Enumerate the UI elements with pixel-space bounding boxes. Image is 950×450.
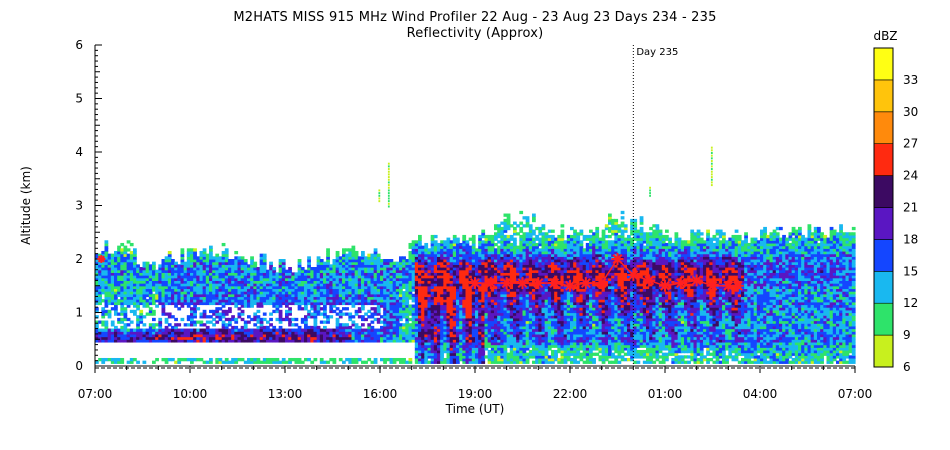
colorbar-tick-label: 12 <box>903 296 918 310</box>
x-tick-label: 10:00 <box>173 387 208 401</box>
chart-subtitle: Reflectivity (Approx) <box>406 26 544 41</box>
colorbar-tick-label: 21 <box>903 201 918 215</box>
x-tick-label: 13:00 <box>268 387 303 401</box>
reflectivity-heatmap <box>95 146 856 364</box>
y-axis-title: Altitude (km) <box>19 166 33 245</box>
marker-point <box>532 277 545 290</box>
colorbar-tick-label: 6 <box>903 360 911 374</box>
colorbar-swatch <box>873 47 894 81</box>
marker-point <box>706 279 719 292</box>
marker-point <box>674 277 687 290</box>
marker-point <box>516 277 529 290</box>
marker-point <box>627 269 640 282</box>
marker-point <box>659 279 671 292</box>
marker-point <box>611 253 624 265</box>
y-tick-label: 1 <box>75 306 83 320</box>
y-tick-label: 6 <box>75 38 83 52</box>
y-tick-label: 4 <box>75 145 83 159</box>
colorbar-swatch <box>873 79 894 113</box>
marker-point <box>690 274 703 287</box>
x-tick-label: 01:00 <box>648 387 683 401</box>
x-tick-label: 19:00 <box>458 387 493 401</box>
marker-point <box>731 279 744 292</box>
colorbar-tick-label: 30 <box>903 105 918 119</box>
marker-point <box>579 277 592 290</box>
x-tick-label: 22:00 <box>553 387 588 401</box>
marker-point <box>469 277 481 290</box>
x-tick-label: 07:00 <box>838 387 873 401</box>
colorbar-swatch <box>873 111 894 145</box>
marker-point <box>500 277 513 290</box>
colorbar-swatch <box>873 334 894 368</box>
colorbar-tick-label: 9 <box>903 328 911 342</box>
day-annotation-label: Day 235 <box>636 47 678 58</box>
x-tick-label: 07:00 <box>78 387 113 401</box>
marker-point <box>548 277 561 290</box>
y-tick-label: 3 <box>75 199 83 213</box>
colorbar-tick-label: 18 <box>903 232 918 246</box>
x-tick-label: 16:00 <box>363 387 398 401</box>
colorbar-label: dBZ <box>873 29 897 43</box>
colorbar-swatch <box>873 175 894 208</box>
y-tick-label: 5 <box>75 92 83 106</box>
colorbar-tick-label: 15 <box>903 264 918 278</box>
colorbar-swatch <box>873 302 894 336</box>
y-tick-label: 0 <box>75 359 83 373</box>
colorbar-frame <box>873 47 894 368</box>
colorbar-tick-label: 27 <box>903 137 918 151</box>
marker-point <box>564 279 576 292</box>
axis-labels: Time (UT) Altitude (km) <box>19 166 504 416</box>
colorbar-swatch <box>873 239 894 272</box>
x-tick-label: 04:00 <box>743 387 778 401</box>
colorbar-swatch <box>873 143 894 176</box>
colorbar-tick-label: 33 <box>903 73 918 87</box>
marker-point <box>595 277 608 290</box>
colorbar-swatch <box>873 207 894 240</box>
marker-point <box>643 274 656 287</box>
colorbar-swatch <box>873 270 894 304</box>
marker-point <box>97 255 106 263</box>
y-tick-label: 2 <box>75 252 83 266</box>
axes: 0 1 2 3 4 5 6 07:00 10:00 13:00 16:00 19:00 22:00 01:… <box>75 38 872 401</box>
colorbar: 6 9 12 15 18 21 24 27 30 33 dBZ <box>873 29 918 374</box>
colorbar-tick-label: 24 <box>903 169 918 183</box>
x-axis-title: Time (UT) <box>445 402 505 416</box>
marker-series <box>97 253 744 292</box>
chart-title: M2HATS MISS 915 MHz Wind Profiler 22 Aug… <box>233 10 717 25</box>
marker-point <box>484 277 497 290</box>
